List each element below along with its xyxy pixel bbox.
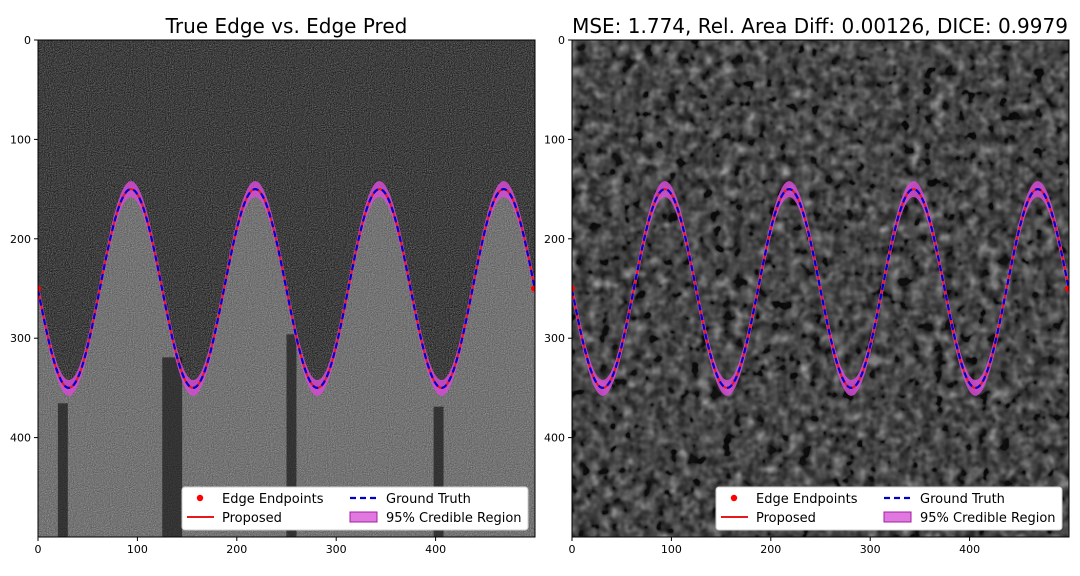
right-image: [572, 40, 1069, 537]
right-legend-proposed-label: Proposed: [756, 511, 816, 526]
right-legend-box: [715, 486, 1063, 531]
right-legend-credible-swatch: [883, 511, 912, 523]
x-tick-label: 0: [35, 543, 42, 556]
dark-stripe: [57, 403, 68, 537]
left-legend-endpoints-label: Edge Endpoints: [222, 492, 324, 507]
y-tick-label: 400: [544, 432, 565, 445]
left-legend: Edge Endpoints Proposed Ground Truth 95%…: [181, 486, 529, 531]
y-tick-label: 300: [544, 332, 565, 345]
left-legend-proposed-label: Proposed: [222, 511, 282, 526]
x-tick-label: 100: [127, 543, 148, 556]
left-axes-frame: [37, 39, 536, 538]
x-tick-label: 300: [326, 543, 347, 556]
right-legend-ground-truth-label: Ground Truth: [920, 492, 1005, 507]
left-x-ticks: 0 100 200 300 400: [35, 537, 446, 556]
left-image: [38, 40, 535, 537]
x-tick-label: 200: [760, 543, 781, 556]
dark-stripe: [433, 406, 444, 537]
y-tick-label: 0: [24, 34, 31, 47]
left-endpoint-end: [531, 285, 535, 292]
right-y-ticks: 0 100 200 300 400: [544, 34, 572, 445]
right-ground-truth-line: [572, 188, 1069, 390]
right-legend-endpoints-label: Edge Endpoints: [756, 492, 858, 507]
y-tick-label: 200: [10, 233, 31, 246]
left-y-ticks: 0 100 200 300 400: [10, 34, 38, 445]
right-endpoint-start: [572, 285, 575, 292]
right-panel-title: MSE: 1.774, Rel. Area Diff: 0.00126, DIC…: [572, 14, 1068, 38]
right-axes-frame: [571, 39, 1070, 538]
y-tick-label: 200: [544, 233, 565, 246]
left-legend-ground-truth-label: Ground Truth: [386, 492, 471, 507]
x-tick-label: 300: [860, 543, 881, 556]
y-tick-label: 100: [544, 133, 565, 146]
right-legend-credible-label: 95% Credible Region: [920, 511, 1056, 526]
y-tick-label: 300: [10, 332, 31, 345]
left-legend-endpoints-marker: [196, 494, 204, 502]
x-tick-label: 100: [661, 543, 682, 556]
left-legend-credible-label: 95% Credible Region: [386, 511, 522, 526]
right-legend: Edge Endpoints Proposed Ground Truth 95%…: [715, 486, 1063, 531]
left-dark-stripes: [57, 334, 444, 537]
dark-stripe: [286, 334, 297, 537]
left-panel-title: True Edge vs. Edge Pred: [165, 14, 408, 38]
left-panel: True Edge vs. Edge Pred 0 100 200 300 400 0 1…: [10, 14, 536, 556]
y-tick-label: 0: [558, 34, 565, 47]
left-ground-truth-line: [38, 188, 535, 390]
x-tick-label: 0: [569, 543, 576, 556]
x-tick-label: 400: [959, 543, 980, 556]
left-legend-credible-swatch: [349, 511, 378, 523]
y-tick-label: 100: [10, 133, 31, 146]
dark-stripe: [162, 357, 183, 537]
left-legend-box: [181, 486, 529, 531]
right-endpoint-end: [1065, 285, 1069, 292]
x-tick-label: 200: [226, 543, 247, 556]
x-tick-label: 400: [425, 543, 446, 556]
left-endpoint-start: [38, 285, 41, 292]
y-tick-label: 400: [10, 432, 31, 445]
right-legend-endpoints-marker: [730, 494, 738, 502]
right-x-ticks: 0 100 200 300 400: [569, 537, 980, 556]
right-panel: MSE: 1.774, Rel. Area Diff: 0.00126, DIC…: [544, 14, 1070, 556]
